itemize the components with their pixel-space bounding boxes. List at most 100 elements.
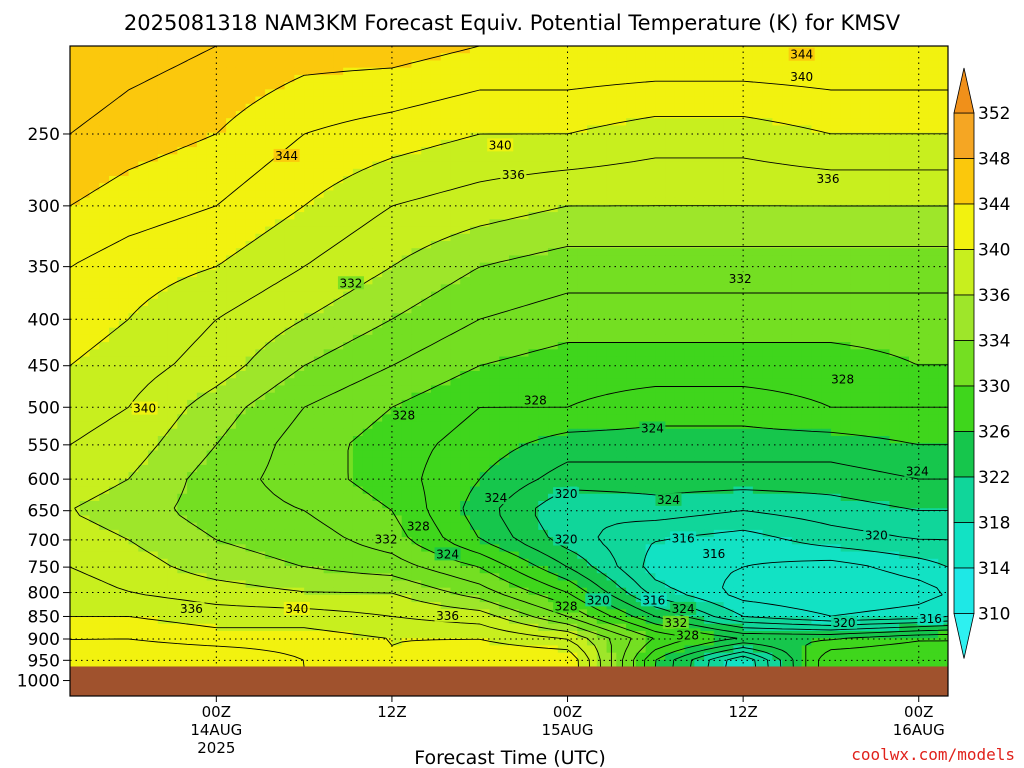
heat-cell xyxy=(469,190,481,199)
heat-cell xyxy=(499,342,510,350)
heat-cell xyxy=(177,291,188,300)
heat-cell xyxy=(333,233,344,242)
heat-cell xyxy=(118,399,130,408)
heat-cell xyxy=(294,371,305,379)
heat-cell xyxy=(752,154,764,163)
heat-cell xyxy=(196,125,208,134)
heat-cell xyxy=(70,139,81,148)
heat-cell xyxy=(772,154,783,163)
heat-cell xyxy=(889,327,900,336)
heat-cell xyxy=(557,392,569,401)
heat-cell xyxy=(333,183,344,192)
heat-cell xyxy=(265,248,276,257)
heat-cell xyxy=(538,291,549,300)
heat-cell xyxy=(674,219,686,228)
heat-cell xyxy=(362,284,374,293)
heat-cell xyxy=(469,342,481,350)
heat-cell xyxy=(167,139,178,148)
heat-cell xyxy=(274,349,286,358)
heat-cell xyxy=(713,190,725,199)
heat-cell xyxy=(674,53,686,62)
heat-cell xyxy=(743,111,754,119)
heat-cell xyxy=(118,103,130,112)
heat-cell xyxy=(860,262,871,271)
heat-cell xyxy=(665,53,676,62)
heat-cell xyxy=(645,342,656,350)
heat-cell xyxy=(118,233,130,242)
heat-cell xyxy=(469,53,481,62)
heat-cell xyxy=(889,356,900,365)
heat-cell xyxy=(860,139,871,148)
heat-cell xyxy=(821,371,832,379)
heat-cell xyxy=(821,349,832,358)
heat-cell xyxy=(157,154,169,163)
heat-cell xyxy=(557,183,569,192)
heat-cell xyxy=(128,183,139,192)
heat-cell xyxy=(772,291,783,300)
heat-cell xyxy=(635,248,647,257)
heat-cell xyxy=(89,168,100,177)
heat-cell xyxy=(889,371,900,379)
heat-cell xyxy=(265,67,276,76)
heat-cell xyxy=(665,139,676,148)
heat-cell xyxy=(343,89,354,98)
heat-cell xyxy=(938,385,948,394)
heat-cell xyxy=(118,443,130,452)
heat-cell xyxy=(528,255,539,264)
heat-cell xyxy=(577,363,588,372)
heat-cell xyxy=(265,125,276,134)
heat-cell xyxy=(674,183,686,192)
heat-cell xyxy=(206,407,217,415)
heat-cell xyxy=(499,204,510,213)
heat-cell xyxy=(284,363,295,372)
heat-cell xyxy=(109,399,120,408)
heat-cell xyxy=(665,392,676,401)
heat-cell xyxy=(450,291,461,300)
heat-cell xyxy=(616,46,627,54)
heat-cell xyxy=(889,255,900,264)
heat-cell xyxy=(509,306,520,314)
heat-cell xyxy=(226,161,237,170)
heat-cell xyxy=(616,147,627,155)
heat-cell xyxy=(294,118,305,127)
heat-cell xyxy=(226,168,237,177)
heat-cell xyxy=(704,327,715,336)
heat-cell xyxy=(752,219,764,228)
heat-cell xyxy=(460,132,471,141)
heat-cell xyxy=(343,82,354,90)
heat-cell xyxy=(411,428,422,437)
heat-cell xyxy=(411,154,422,163)
heat-cell xyxy=(840,349,852,358)
heat-cell xyxy=(752,226,764,235)
heat-cell xyxy=(782,342,793,350)
heat-cell xyxy=(226,197,237,206)
heat-cell xyxy=(830,277,842,285)
heat-cell xyxy=(401,226,413,235)
heat-cell xyxy=(323,53,334,62)
heat-cell xyxy=(187,363,198,372)
heat-cell xyxy=(284,67,295,76)
heat-cell xyxy=(206,67,217,76)
heat-cell xyxy=(908,139,920,148)
heat-cell xyxy=(411,183,422,192)
heat-cell xyxy=(635,53,647,62)
heat-cell xyxy=(128,262,139,271)
heat-cell xyxy=(362,118,374,127)
heat-cell xyxy=(206,349,217,358)
heat-cell xyxy=(352,443,364,452)
heat-cell xyxy=(509,255,520,264)
heat-cell xyxy=(752,168,764,177)
heat-cell xyxy=(401,176,413,184)
heat-cell xyxy=(401,313,413,322)
heat-cell xyxy=(850,197,861,206)
heat-cell xyxy=(450,96,461,105)
heat-cell xyxy=(928,190,939,199)
heat-cell xyxy=(245,371,256,379)
heat-cell xyxy=(430,46,442,54)
heat-cell xyxy=(518,183,530,192)
heat-cell xyxy=(811,306,822,314)
heat-cell xyxy=(645,320,656,329)
heat-cell xyxy=(352,132,364,141)
heat-cell xyxy=(421,320,432,329)
heat-cell xyxy=(918,371,930,379)
